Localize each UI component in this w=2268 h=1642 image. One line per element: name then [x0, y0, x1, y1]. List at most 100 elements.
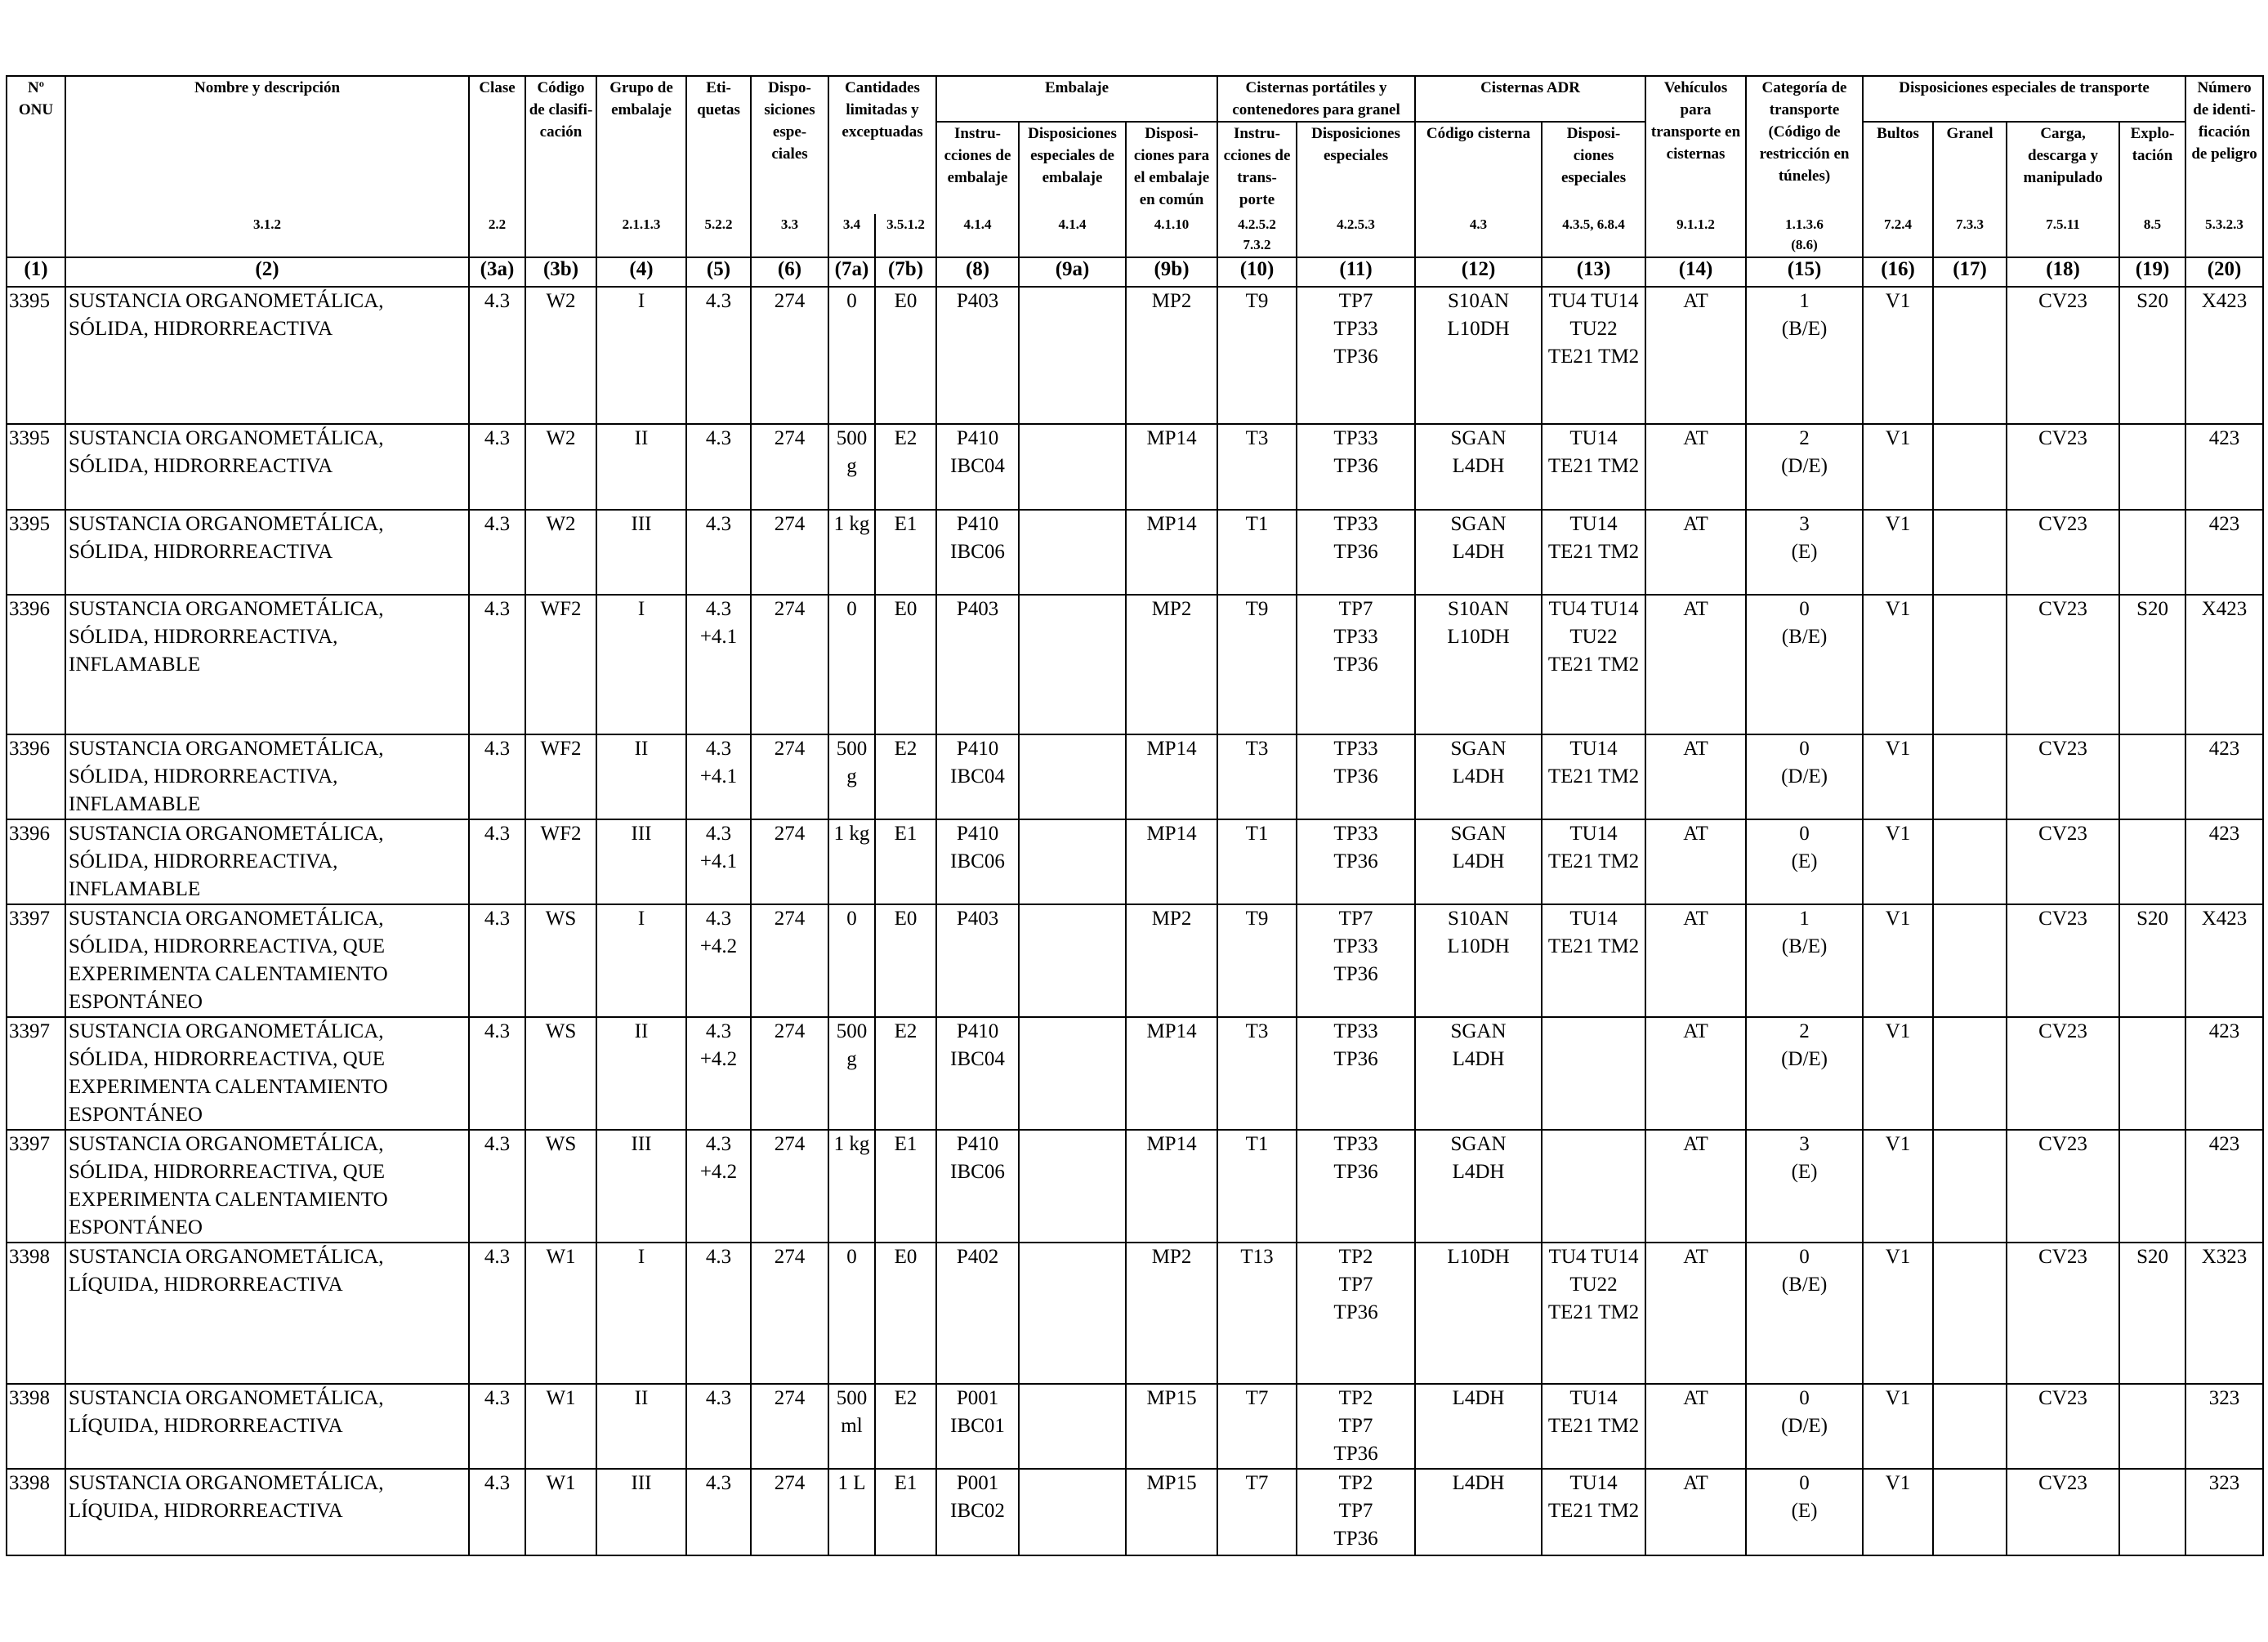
table-cell: MP2: [1125, 594, 1219, 735]
table-cell: MP15: [1125, 1383, 1219, 1470]
cell-text-line: 0: [1799, 823, 1810, 845]
cell-text-line: +4.2: [699, 1161, 738, 1183]
table-cell: TU4 TU14 TU22 TE21 TM2: [1541, 1242, 1647, 1385]
header-text-line: Disposiciones especiales de transporte: [1899, 79, 2150, 96]
table-cell: T3: [1217, 734, 1298, 820]
table-cell: I: [596, 286, 687, 425]
table-cell: 274: [750, 819, 829, 905]
cell-text-line: TE21 TM2: [1547, 765, 1640, 788]
table-cell: MP14: [1125, 1129, 1219, 1243]
cell-text-line: SUSTANCIA ORGANOMETÁLICA,: [69, 738, 384, 760]
cell-text-line: L4DH: [1452, 850, 1505, 872]
cell-text-line: P410: [956, 427, 999, 449]
table-cell: V1: [1862, 1383, 1935, 1470]
column-number-cell: (4): [596, 257, 687, 288]
table-cell: V1: [1862, 1129, 1935, 1243]
cell-text-line: TE21 TM2: [1547, 1500, 1640, 1522]
table-cell: III: [596, 1129, 687, 1243]
table-cell: P403: [935, 594, 1020, 735]
cell-text-line: TP36: [1333, 346, 1378, 368]
table-cell: S10AN L10DH: [1414, 594, 1543, 735]
table-cell: [1932, 286, 2008, 425]
cell-text-line: 4.3: [705, 1020, 732, 1042]
table-row: 3395 SUSTANCIA ORGANOMETÁLICA, SÓLIDA, HID…: [6, 286, 2265, 425]
table-cell: 4.3: [468, 594, 526, 735]
table-cell: E0: [873, 594, 938, 735]
cell-text-line: SUSTANCIA ORGANOMETÁLICA,: [69, 290, 384, 312]
reference-cell: 5.3.2.3: [2185, 214, 2265, 258]
cell-text-line: TP7: [1338, 598, 1373, 620]
cell-text-line: TP7: [1338, 1415, 1373, 1437]
table-cell: TP7 TP33 TP36: [1296, 286, 1417, 425]
header-special-transport: Disposiciones especiales de transporte: [1862, 75, 2187, 123]
table-cell: II: [596, 1016, 687, 1131]
header-text-line: Clase: [479, 79, 516, 96]
header-text-line: especiales: [1560, 169, 1627, 186]
table-cell: [1018, 594, 1127, 735]
reference-text: 7.3.2: [1243, 237, 1271, 252]
reference-cell: 1.1.3.6 (8.6): [1745, 214, 1864, 258]
reference-text: 2.2: [488, 216, 507, 232]
table-cell: MP14: [1125, 1016, 1219, 1131]
table-cell: AT: [1645, 1242, 1748, 1385]
reference-text: 5.3.2.3: [2205, 216, 2243, 232]
cell-text-line: SUSTANCIA ORGANOMETÁLICA,: [69, 1387, 384, 1409]
header-loading: Carga, descarga y manipulado: [2006, 121, 2121, 214]
table-cell: 274: [750, 594, 829, 735]
reference-text: 4.2.5.3: [1337, 216, 1375, 232]
cell-text-line: 1: [1799, 290, 1810, 312]
table-cell: 500 g: [828, 423, 876, 511]
table-cell: T13: [1217, 1242, 1298, 1385]
table-cell: TP33 TP36: [1296, 423, 1417, 511]
cell-text-line: 4.3: [705, 738, 732, 760]
table-cell: 500 g: [828, 734, 876, 820]
header-text-line: túneles): [1778, 167, 1831, 185]
table-cell: [2118, 1016, 2187, 1131]
header-text-line: Cantidades: [845, 79, 920, 96]
cell-text-line: P410: [956, 823, 999, 845]
header-special-packing-provisions: Disposiciones especiales de embalaje: [1018, 121, 1127, 214]
cell-text-line: TP33: [1333, 1133, 1378, 1155]
table-cell: [2118, 509, 2187, 596]
table-row: 3396 SUSTANCIA ORGANOMETÁLICA, SÓLIDA, HID…: [6, 819, 2265, 905]
table-cell: [1018, 423, 1127, 511]
table-cell: MP15: [1125, 1468, 1219, 1556]
table-cell: 3397: [6, 904, 66, 1018]
reference-text: 4.3: [1469, 216, 1488, 232]
table-cell: W1: [525, 1468, 597, 1556]
header-text-line: ONU: [18, 101, 54, 118]
cell-text-line: 2: [1799, 1020, 1810, 1042]
table-cell: V1: [1862, 904, 1935, 1018]
table-cell: 1 kg: [828, 819, 876, 905]
table-cell: P410 IBC06: [935, 509, 1020, 596]
cell-text-line: SGAN: [1450, 513, 1507, 535]
table-row: 3396 SUSTANCIA ORGANOMETÁLICA, SÓLIDA, HID…: [6, 734, 2265, 820]
cell-text-line: LÍQUIDA, HIDRORREACTIVA: [69, 1274, 343, 1296]
cell-text-line: TU14: [1569, 823, 1618, 845]
table-cell: [1541, 1129, 1647, 1243]
table-cell: [2118, 734, 2187, 820]
header-packing-group: Grupo de embalaje: [596, 75, 687, 214]
header-text-line: Explo-: [2130, 125, 2175, 142]
table-cell: 1 kg: [828, 1129, 876, 1243]
header-row-1: Nº ONU Nombre y descripción Clase Código d…: [6, 75, 2265, 214]
header-class: Clase: [468, 75, 526, 214]
cell-text-line: SGAN: [1450, 738, 1507, 760]
table-cell: P410 IBC06: [935, 819, 1020, 905]
header-text-line: Granel: [1946, 125, 1993, 142]
header-name: Nombre y descripción: [65, 75, 470, 214]
table-cell: TU14 TE21 TM2: [1541, 819, 1647, 905]
table-cell: 0: [828, 1242, 876, 1385]
cell-text-line: 4.3: [705, 1133, 732, 1155]
cell-text-line: SUSTANCIA ORGANOMETÁLICA,: [69, 823, 384, 845]
cell-text-line: TP36: [1333, 850, 1378, 872]
table-cell: [1932, 904, 2008, 1018]
reference-text: 9.1.1.2: [1676, 216, 1715, 232]
table-cell: [1018, 1016, 1127, 1131]
cell-text-line: EXPERIMENTA CALENTAMIENTO: [69, 1189, 388, 1211]
table-cell: SUSTANCIA ORGANOMETÁLICA, SÓLIDA, HIDRORR…: [65, 819, 470, 905]
table-cell: E0: [873, 1242, 938, 1385]
reference-text: 4.3.5, 6.8.4: [1562, 216, 1625, 232]
table-cell: 500 ml: [828, 1383, 876, 1470]
table-cell: P410 IBC04: [935, 423, 1020, 511]
